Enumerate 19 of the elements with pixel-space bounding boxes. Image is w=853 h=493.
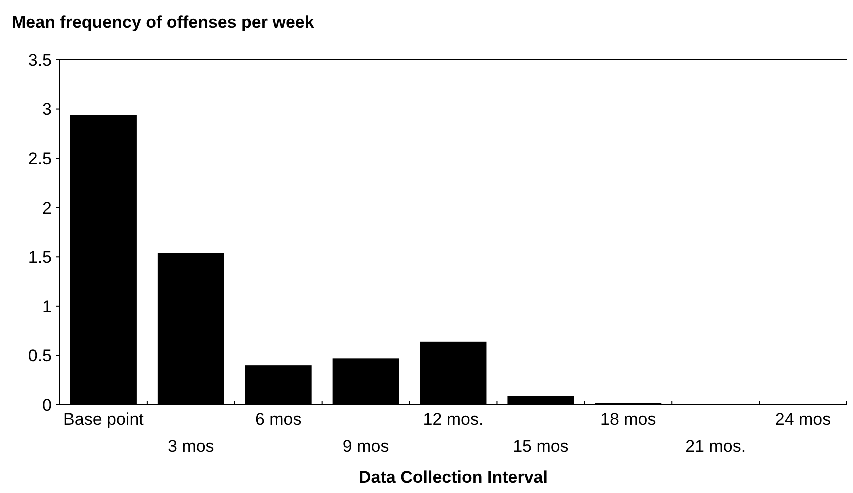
x-axis-title: Data Collection Interval — [359, 468, 548, 487]
chart-title: Mean frequency of offenses per week — [12, 13, 315, 32]
y-tick-label: 2.5 — [28, 150, 52, 169]
y-tick-label: 2 — [42, 198, 52, 218]
x-tick-label: 12 mos. — [423, 410, 484, 429]
x-tick-label: 24 mos — [775, 410, 832, 429]
y-tick-label: 0 — [42, 396, 52, 415]
x-tick-label: 6 mos — [255, 410, 302, 429]
y-tick-label: 3.5 — [28, 50, 52, 70]
y-tick-label: 0.5 — [28, 346, 52, 366]
x-tick-label: 15 mos — [513, 437, 569, 456]
x-tick-label: 3 mos — [168, 437, 214, 456]
y-tick-label: 1 — [42, 297, 52, 316]
x-tick-label: 9 mos — [342, 437, 390, 456]
x-tick-label: 21 mos. — [686, 437, 746, 456]
x-tick-label: 18 mos — [600, 410, 656, 429]
x-tick-label: Base point — [64, 410, 144, 429]
y-tick-label: 1.5 — [28, 248, 52, 268]
y-tick-label: 3 — [42, 100, 52, 120]
